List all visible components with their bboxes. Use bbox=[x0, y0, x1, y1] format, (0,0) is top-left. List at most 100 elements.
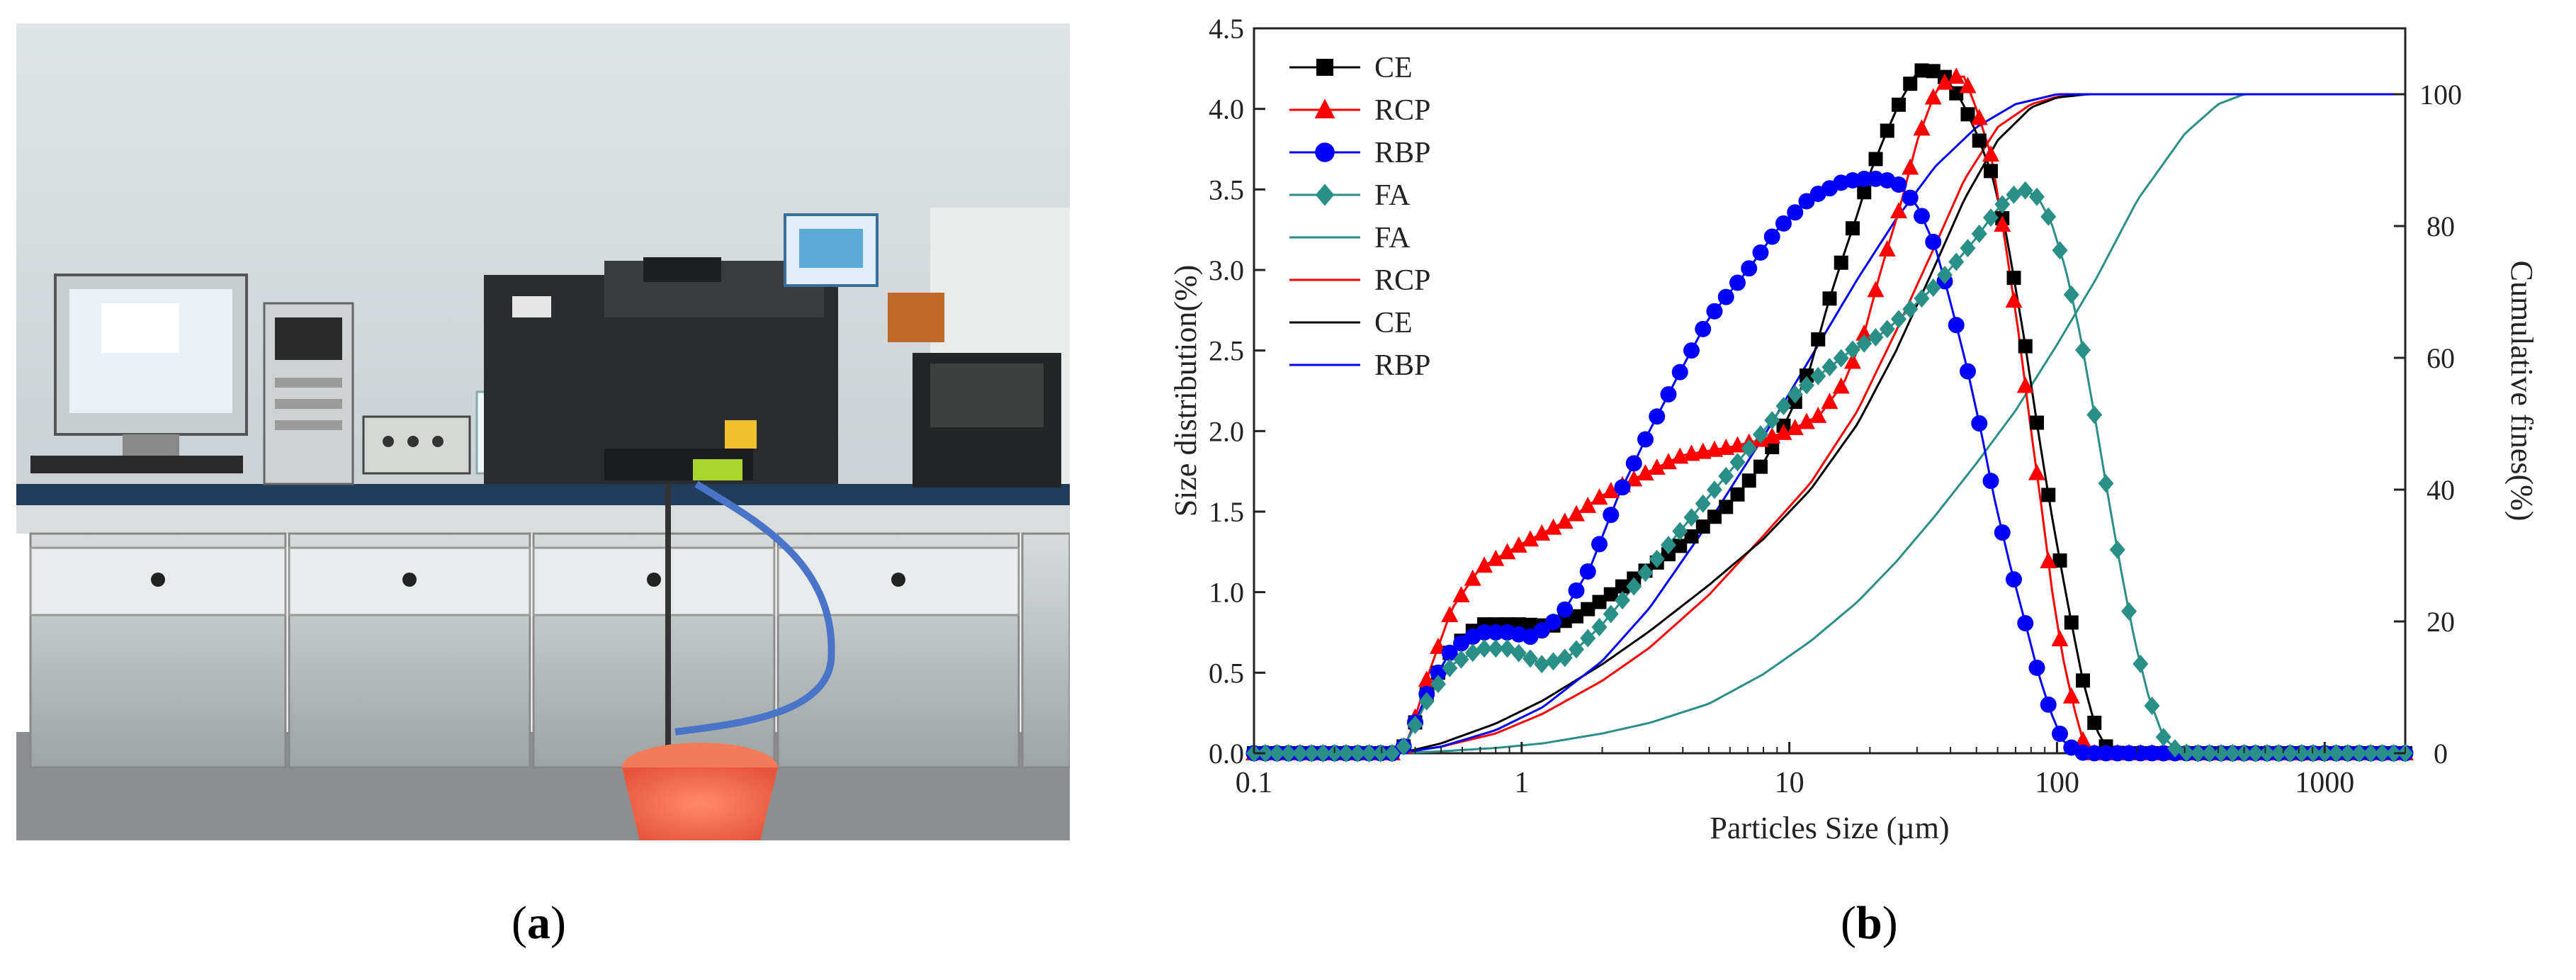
data-point-rbp bbox=[2120, 745, 2137, 762]
data-point-rcp bbox=[1855, 324, 1873, 341]
data-point-fa bbox=[1510, 643, 1527, 663]
caption-a-letter: a bbox=[526, 897, 550, 949]
data-point-rcp bbox=[1809, 406, 1827, 423]
data-point-fa bbox=[2006, 185, 2022, 204]
data-point-rbp bbox=[1994, 524, 2011, 541]
data-point-fa bbox=[2363, 744, 2379, 762]
data-point-fa bbox=[2144, 697, 2160, 716]
data-point-rbp bbox=[1775, 215, 1792, 232]
data-point-fa bbox=[1464, 643, 1481, 663]
legend-label: FA bbox=[1374, 222, 1411, 254]
data-point-rcp bbox=[1660, 453, 1677, 470]
data-point-rbp bbox=[2017, 614, 2034, 631]
data-point-ce bbox=[2087, 716, 2102, 731]
data-point-rcp bbox=[1452, 586, 1470, 603]
data-point-rbp bbox=[1914, 208, 1930, 225]
data-point-fa bbox=[1407, 715, 1423, 734]
y-left-tick-label: 2.5 bbox=[1209, 335, 1244, 367]
y-axis-right-title: Cumulative fines(%) bbox=[2504, 261, 2539, 522]
data-point-rbp bbox=[1545, 614, 1561, 631]
data-point-rbp bbox=[1763, 228, 1780, 245]
laptop-screen-on-wall bbox=[784, 213, 879, 287]
y-right-tick-label: 80 bbox=[2427, 210, 2455, 242]
data-point-fa bbox=[2385, 744, 2402, 762]
data-point-ce bbox=[1949, 86, 1964, 101]
data-point-ce bbox=[1707, 509, 1722, 524]
data-point-rcp bbox=[1844, 352, 1861, 369]
data-point-rcp bbox=[1441, 605, 1459, 622]
legend-label: RCP bbox=[1374, 264, 1430, 297]
data-point-ce bbox=[1800, 368, 1814, 383]
data-point-rbp bbox=[1890, 176, 1907, 193]
y-left-tick-label: 4.5 bbox=[1209, 13, 1244, 45]
y-left-tick-label: 4.0 bbox=[1209, 94, 1244, 125]
data-point-fa bbox=[1868, 327, 1884, 347]
data-point-fa bbox=[2190, 744, 2206, 762]
data-point-rbp bbox=[2040, 696, 2057, 713]
data-point-rbp bbox=[1671, 364, 1688, 381]
data-point-fa bbox=[1856, 334, 1872, 353]
y-left-tick-label: 1.5 bbox=[1209, 496, 1244, 528]
data-point-ce bbox=[2018, 339, 2033, 354]
lab-bench bbox=[16, 484, 1070, 534]
data-point-fa bbox=[1637, 563, 1654, 582]
data-point-rcp bbox=[1798, 412, 1815, 429]
data-point-ce bbox=[1868, 152, 1883, 167]
data-point-ce bbox=[1753, 459, 1768, 474]
data-point-fa bbox=[2213, 744, 2229, 762]
data-point-rcp bbox=[1970, 108, 1988, 125]
data-point-fa bbox=[1350, 744, 1366, 762]
y-left-tick-label: 1.0 bbox=[1209, 577, 1244, 609]
data-point-rbp bbox=[1568, 582, 1585, 599]
data-point-ce bbox=[1765, 440, 1780, 455]
chart-legend: CE RCP RBP FA FA RCP CE RBP bbox=[1289, 52, 1430, 382]
data-point-ce bbox=[1960, 107, 1975, 122]
data-point-rbp bbox=[1476, 624, 1493, 641]
data-point-fa bbox=[1384, 744, 1400, 762]
y-right-tick-label: 20 bbox=[2427, 606, 2455, 638]
data-point-rcp bbox=[1936, 73, 1953, 90]
data-point-fa bbox=[1753, 425, 1768, 444]
data-point-ce bbox=[1592, 595, 1607, 609]
legend-label: RBP bbox=[1374, 137, 1430, 169]
data-point-rcp bbox=[1533, 524, 1551, 541]
data-point-fa bbox=[1442, 658, 1458, 677]
data-point-rcp bbox=[1924, 88, 1942, 105]
data-point-rbp bbox=[1798, 193, 1815, 210]
cumulative-line-rbp bbox=[1254, 93, 2405, 755]
data-point-rbp bbox=[2098, 745, 2114, 762]
data-point-ce bbox=[2041, 488, 2056, 502]
data-point-rbp bbox=[1649, 408, 1666, 425]
data-point-rbp bbox=[2086, 745, 2103, 762]
y-left-tick-label: 2.0 bbox=[1209, 415, 1244, 447]
data-point-rcp bbox=[1994, 215, 2011, 232]
caption-a-open: ( bbox=[512, 897, 527, 949]
legend-label: FA bbox=[1374, 179, 1411, 212]
data-point-fa bbox=[1787, 385, 1803, 404]
data-point-rbp bbox=[2074, 744, 2091, 761]
data-point-fa bbox=[1258, 744, 1274, 762]
data-point-fa bbox=[1672, 522, 1688, 541]
data-point-rbp bbox=[1706, 303, 1723, 320]
data-point-rcp bbox=[1890, 202, 1907, 219]
legend-marker bbox=[1315, 184, 1335, 206]
data-point-rcp bbox=[1602, 482, 1620, 499]
data-point-fa bbox=[1304, 744, 1320, 762]
data-point-fa bbox=[2121, 602, 2137, 621]
data-point-rbp bbox=[2028, 659, 2045, 676]
data-point-rbp bbox=[2155, 745, 2172, 762]
data-point-fa bbox=[2052, 241, 2068, 260]
data-point-fa bbox=[1615, 591, 1630, 610]
lab-photo bbox=[16, 23, 1070, 840]
data-point-fa bbox=[1994, 195, 2011, 214]
data-point-fa bbox=[2179, 743, 2195, 762]
data-point-rcp bbox=[1464, 569, 1481, 586]
data-point-rbp bbox=[1591, 536, 1608, 553]
data-point-fa bbox=[2167, 739, 2183, 758]
data-point-rcp bbox=[1648, 458, 1666, 475]
data-point-rcp bbox=[1637, 464, 1654, 481]
data-point-rbp bbox=[1614, 479, 1631, 496]
data-point-rbp bbox=[1603, 507, 1620, 524]
data-point-fa bbox=[1960, 239, 1976, 258]
data-point-fa bbox=[1418, 692, 1435, 711]
